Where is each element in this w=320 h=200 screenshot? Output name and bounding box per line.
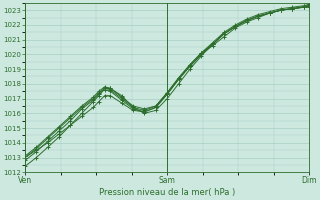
X-axis label: Pression niveau de la mer( hPa ): Pression niveau de la mer( hPa )	[99, 188, 235, 197]
